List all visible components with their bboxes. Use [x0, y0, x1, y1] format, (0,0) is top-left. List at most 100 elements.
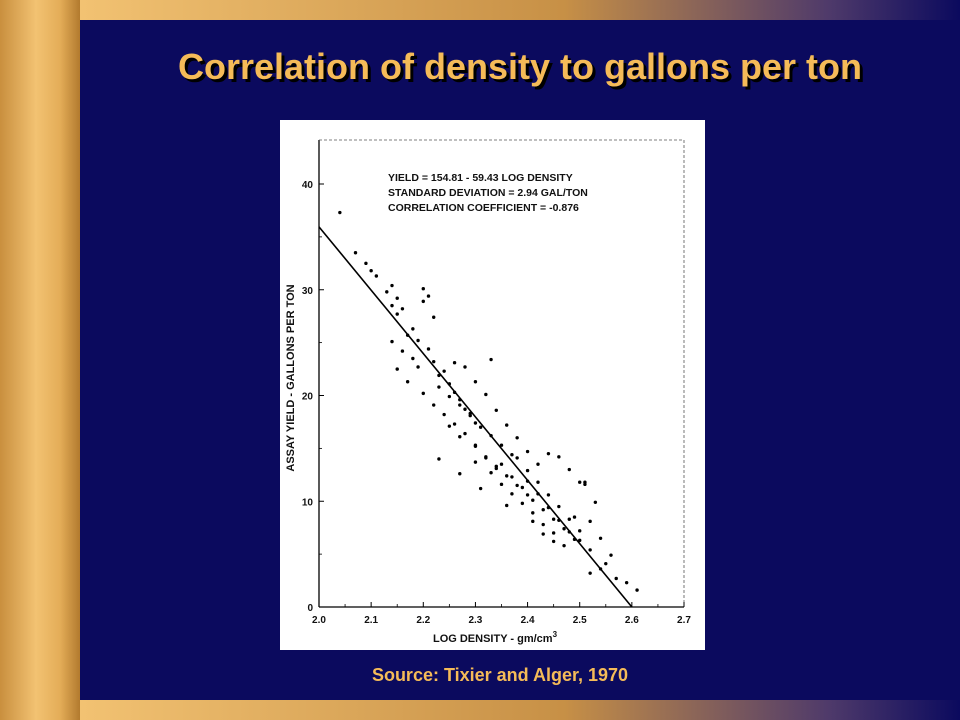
- data-point: [338, 210, 342, 215]
- data-point: [578, 480, 582, 484]
- x-tick-label: 2.1: [364, 615, 378, 626]
- data-point: [536, 462, 540, 466]
- correlation-annotation: CORRELATION COEFFICIENT = -0.876: [388, 202, 579, 214]
- data-point: [421, 299, 425, 304]
- data-point: [567, 517, 571, 521]
- data-point: [525, 449, 530, 454]
- data-point: [525, 493, 530, 497]
- data-point: [484, 456, 488, 460]
- data-point: [400, 349, 405, 353]
- data-point: [432, 359, 436, 364]
- data-point: [478, 425, 483, 429]
- data-point: [411, 327, 415, 331]
- data-point: [505, 423, 509, 427]
- data-point: [578, 529, 582, 533]
- data-point: [510, 453, 514, 457]
- data-point: [463, 365, 467, 369]
- data-point: [468, 413, 472, 418]
- data-point: [473, 460, 478, 464]
- data-point: [458, 472, 462, 476]
- data-point: [515, 456, 519, 460]
- data-point: [557, 455, 561, 459]
- data-point: [505, 503, 509, 508]
- data-point: [515, 436, 519, 440]
- data-point: [463, 407, 467, 411]
- left-decor-bar: [0, 0, 80, 720]
- data-point: [390, 339, 394, 344]
- x-axis-title-main: LOG DENSITY - gm/cm: [433, 633, 553, 645]
- data-point: [578, 538, 582, 543]
- data-point: [442, 412, 446, 417]
- y-axis-title: ASSAY YIELD - GALLONS PER TON: [285, 284, 297, 471]
- x-tick-label: 2.6: [625, 615, 639, 626]
- std-dev-annotation: STANDARD DEVIATION = 2.94 GAL/TON: [388, 187, 588, 199]
- data-point: [473, 444, 478, 448]
- y-tick-label: 10: [302, 497, 314, 508]
- y-tick-label: 40: [302, 180, 314, 191]
- data-point: [432, 315, 436, 319]
- data-point: [473, 380, 478, 384]
- data-point: [520, 485, 525, 490]
- data-point: [562, 543, 566, 548]
- data-point: [452, 361, 457, 365]
- regression-line: [318, 226, 633, 608]
- data-point: [489, 357, 493, 362]
- data-point: [405, 380, 410, 384]
- data-point: [499, 482, 504, 487]
- data-point: [531, 498, 535, 502]
- y-tick-label: 0: [307, 603, 313, 614]
- data-point: [447, 394, 452, 399]
- tick-marks: [318, 183, 685, 608]
- x-axis-title: LOG DENSITY - gm/cm3: [433, 630, 558, 645]
- data-point: [416, 365, 420, 369]
- data-point: [390, 303, 394, 308]
- data-point: [437, 385, 441, 389]
- chart-panel: 2.0 2.1 2.2 2.3 2.4 2.5 2.6 2.7 0 10 20 30 40 YIELD …: [280, 120, 705, 650]
- equation-annotation: YIELD = 154.81 - 59.43 LOG DENSITY: [388, 172, 573, 184]
- data-point: [557, 504, 561, 509]
- data-point: [473, 421, 478, 425]
- data-point: [442, 369, 446, 373]
- x-tick-label: 2.4: [521, 615, 535, 626]
- data-point: [489, 470, 493, 475]
- data-point: [593, 500, 598, 505]
- data-point: [520, 501, 525, 506]
- data-point: [598, 536, 603, 540]
- data-point: [400, 307, 405, 311]
- data-point: [551, 531, 556, 535]
- data-point: [546, 451, 551, 456]
- data-point: [411, 356, 415, 361]
- data-point: [635, 588, 639, 592]
- data-point: [551, 517, 556, 521]
- tick-labels: 2.0 2.1 2.2 2.3 2.4 2.5 2.6 2.7 0 10 20 30 40: [302, 180, 692, 626]
- data-point: [525, 468, 530, 473]
- data-point: [588, 571, 592, 575]
- data-point: [364, 261, 368, 266]
- data-point: [390, 283, 394, 288]
- data-point: [609, 553, 613, 557]
- data-point: [353, 251, 358, 255]
- data-point: [426, 347, 431, 351]
- y-tick-label: 30: [302, 286, 314, 297]
- data-point: [531, 511, 535, 515]
- y-tick-label: 20: [302, 392, 314, 403]
- data-point: [541, 508, 545, 512]
- data-point: [546, 493, 551, 497]
- data-point: [510, 492, 514, 496]
- data-point: [426, 294, 431, 298]
- data-point: [395, 312, 399, 316]
- data-point: [458, 435, 462, 439]
- data-point: [369, 269, 373, 273]
- data-point: [562, 527, 566, 531]
- data-point: [458, 403, 462, 407]
- data-point: [374, 274, 379, 278]
- data-point: [588, 519, 592, 524]
- bottom-decor-bar: [80, 700, 960, 720]
- slide-title: Correlation of density to gallons per to…: [177, 46, 863, 87]
- x-tick-label: 2.7: [677, 615, 691, 626]
- data-point: [583, 480, 587, 484]
- data-point: [421, 391, 425, 396]
- top-decor-bar: [80, 0, 960, 20]
- data-point: [385, 290, 389, 294]
